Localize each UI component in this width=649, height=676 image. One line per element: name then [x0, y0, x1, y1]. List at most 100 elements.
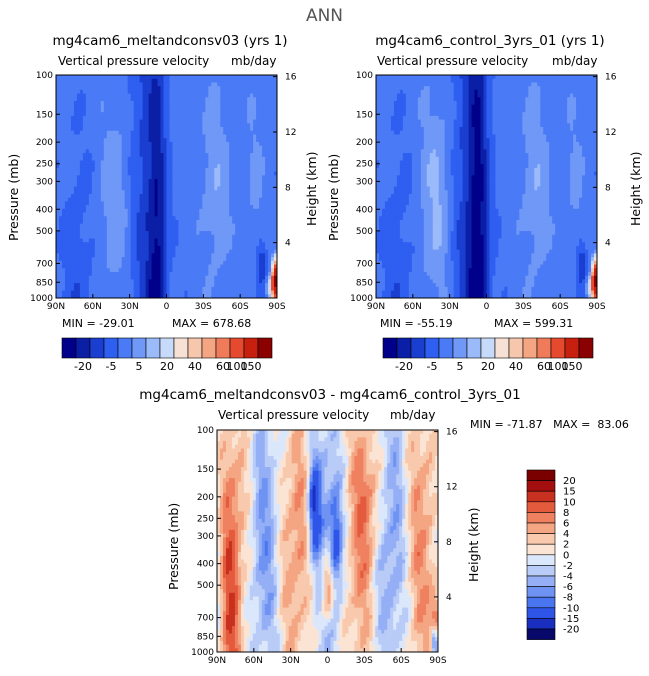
- colorbar-swatch: [526, 512, 556, 524]
- x-tick-label: 0: [484, 302, 490, 312]
- colorbar-swatch: [526, 533, 556, 545]
- y-tick-label: 250: [356, 160, 373, 170]
- colorbar-swatch: [536, 337, 552, 359]
- y-tick-label: 500: [36, 227, 53, 237]
- y-right-tick-label: 4: [605, 239, 611, 249]
- x-tick-label: 90S: [429, 656, 446, 666]
- colorbar-tick-label: 100: [548, 360, 569, 373]
- colorbar-swatch: [438, 337, 454, 359]
- colorbar-swatch: [243, 337, 259, 359]
- colorbar-tick-label: 5: [136, 360, 143, 373]
- colorbar-tick-label: -15: [563, 614, 579, 625]
- colorbar-swatch: [526, 628, 556, 640]
- colorbar-swatch: [145, 337, 161, 359]
- y-right-tick-label: 16: [446, 428, 458, 438]
- y-tick-label: 850: [36, 278, 53, 288]
- colorbar-swatch: [61, 337, 77, 359]
- y-tick-label: 300: [36, 177, 53, 187]
- x-tick-label: 30S: [515, 302, 532, 312]
- y-tick-label: 100: [356, 71, 373, 81]
- colorbar-swatch: [578, 337, 594, 359]
- x-tick-label: 90S: [588, 302, 605, 312]
- colorbar-2: [382, 337, 594, 359]
- colorbar-tick-label: 5: [457, 360, 464, 373]
- y-right-tick-label: 12: [605, 128, 616, 138]
- panel1-field: [56, 75, 278, 299]
- x-tick-label: 30N: [121, 302, 139, 312]
- colorbar-swatch: [494, 337, 510, 359]
- colorbar-tick-label: -5: [427, 360, 438, 373]
- colorbar-swatch: [466, 337, 482, 359]
- colorbar-swatch: [187, 337, 203, 359]
- y-tick-label: 500: [197, 581, 214, 591]
- colorbar-swatch: [526, 575, 556, 587]
- y-tick-label: 1000: [30, 294, 53, 304]
- x-tick-label: 60N: [245, 656, 263, 666]
- panel1-units-label: mb/day: [231, 54, 277, 68]
- panel2-units-label: mb/day: [552, 54, 598, 68]
- y-tick-label: 100: [36, 71, 53, 81]
- colorbar-tick-label: 20: [563, 476, 576, 487]
- colorbar-tick-label: 20: [160, 360, 174, 373]
- y-tick-label: 150: [36, 110, 53, 120]
- panel3-min-max-label: MIN = -71.87 MAX = 83.06: [470, 418, 629, 431]
- colorbar-swatch: [550, 337, 566, 359]
- colorbar-swatch: [382, 337, 398, 359]
- panel3-variable-label: Vertical pressure velocity: [218, 408, 370, 422]
- x-tick-label: 60N: [404, 302, 422, 312]
- y-tick-label: 250: [36, 160, 53, 170]
- colorbar-swatch: [201, 337, 217, 359]
- y-tick-label: 1000: [350, 294, 373, 304]
- panel3-units-label: mb/day: [390, 408, 436, 422]
- colorbar-3: [526, 469, 556, 640]
- y-tick-label: 200: [36, 138, 53, 148]
- y-right-tick-label: 4: [446, 593, 452, 603]
- colorbar-tick-label: -10: [563, 603, 579, 614]
- colorbar-tick-label: 15: [563, 487, 576, 498]
- y-tick-label: 150: [356, 110, 373, 120]
- y-tick-label: 700: [36, 259, 53, 269]
- colorbar-tick-label: 2: [563, 540, 569, 551]
- colorbar-swatch: [89, 337, 105, 359]
- colorbar-tick-label: -2: [563, 561, 573, 572]
- colorbar-tick-label: 150: [562, 360, 583, 373]
- colorbar-tick-label: -4: [563, 572, 573, 583]
- x-tick-label: 90N: [47, 302, 65, 312]
- panel1-min-label: MIN = -29.01: [62, 317, 135, 330]
- colorbar-tick-label: -20: [563, 625, 579, 636]
- colorbar-swatch: [117, 337, 133, 359]
- y-tick-label: 700: [356, 259, 373, 269]
- colorbar-tick-label: 8: [563, 508, 569, 519]
- colorbar-tick-label: 60: [537, 360, 551, 373]
- colorbar-tick-label: 20: [481, 360, 495, 373]
- panel3-field: [217, 430, 439, 653]
- colorbar-swatch: [215, 337, 231, 359]
- colorbar-tick-label: 40: [188, 360, 202, 373]
- y-tick-label: 850: [356, 278, 373, 288]
- y-tick-label: 400: [356, 205, 373, 215]
- colorbar-swatch: [526, 554, 556, 566]
- y-tick-label: 200: [356, 138, 373, 148]
- colorbar-swatch: [526, 618, 556, 630]
- panel1-max-label: MAX = 678.68: [172, 317, 252, 330]
- x-tick-label: 30S: [195, 302, 212, 312]
- colorbar-1: [61, 337, 273, 359]
- colorbar-swatch: [526, 522, 556, 534]
- colorbar-swatch: [526, 565, 556, 577]
- y-tick-label: 100: [197, 426, 214, 436]
- colorbar-swatch: [173, 337, 189, 359]
- colorbar-swatch: [131, 337, 147, 359]
- colorbar-swatch: [526, 480, 556, 492]
- y-right-tick-label: 16: [605, 73, 617, 83]
- colorbar-tick-label: -8: [563, 593, 573, 604]
- colorbar-swatch: [526, 501, 556, 513]
- colorbar-swatch: [526, 586, 556, 598]
- x-tick-label: 90N: [367, 302, 385, 312]
- colorbar-swatch: [75, 337, 91, 359]
- colorbar-tick-label: -20: [395, 360, 413, 373]
- y-tick-label: 1000: [191, 648, 214, 658]
- y-right-tick-label: 12: [446, 483, 457, 493]
- x-tick-label: 30S: [356, 656, 373, 666]
- colorbar-swatch: [522, 337, 538, 359]
